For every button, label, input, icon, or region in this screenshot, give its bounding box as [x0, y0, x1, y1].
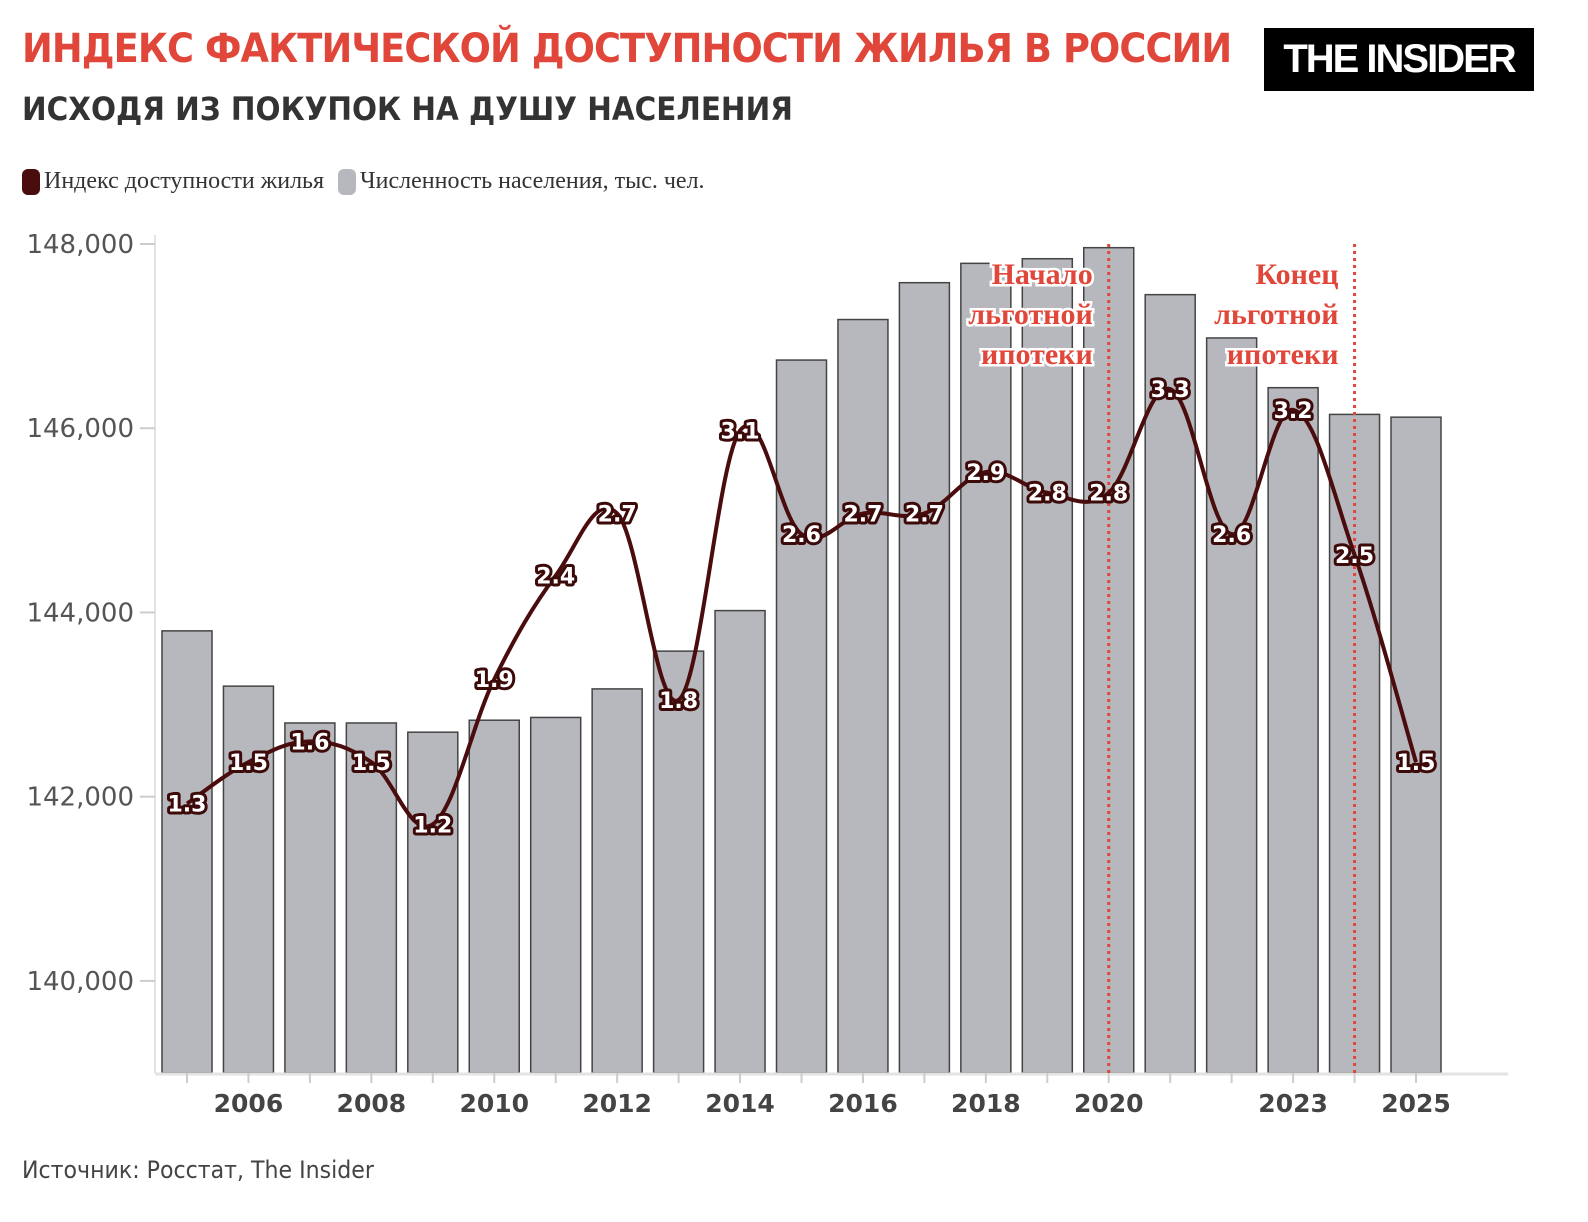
data-label-2025: 1.5: [1397, 751, 1436, 776]
legend: Индекс доступности жилья Численность нас…: [22, 168, 719, 195]
x-tick-label: 2012: [582, 1089, 652, 1118]
x-tick-label: 2018: [951, 1089, 1021, 1118]
data-label-2020: 2.8: [1089, 482, 1128, 507]
data-label-2023: 3.2: [1274, 399, 1313, 424]
bar-2005: [161, 630, 213, 1074]
data-label-2010: 1.9: [475, 668, 514, 693]
annotation-text: ипотеки: [981, 338, 1093, 371]
legend-label-population: Численность населения, тыс. чел.: [360, 168, 705, 194]
bar-2025: [1390, 416, 1442, 1074]
bar-2018: [960, 262, 1012, 1074]
bar-2010: [468, 719, 520, 1074]
x-tick-label: 2023: [1258, 1089, 1328, 1118]
bar-2007: [284, 722, 336, 1074]
data-label-2022: 2.6: [1212, 523, 1251, 548]
bar-2019: [1021, 257, 1074, 1074]
data-label-2006: 1.5: [229, 751, 268, 776]
data-label-2011: 2.4: [536, 565, 575, 590]
bar-2013: [652, 650, 705, 1074]
bar-2017: [898, 281, 951, 1074]
bar-2021: [1144, 293, 1196, 1074]
bar-2009: [407, 731, 459, 1074]
y-tick-label: 148,000: [26, 230, 134, 260]
the-insider-logo: THE INSIDER: [1264, 28, 1534, 91]
data-label-2015: 2.6: [782, 523, 821, 548]
x-tick-label: 2010: [459, 1089, 529, 1118]
y-tick-label: 144,000: [26, 598, 134, 628]
legend-swatch-population: [338, 168, 357, 195]
data-label-2014: 3.1: [721, 420, 760, 445]
bar-2015: [775, 359, 828, 1074]
bar-2006: [222, 685, 275, 1074]
source-note: Источник: Росстат, The Insider: [22, 1156, 374, 1184]
annotation-text: Конец: [1255, 258, 1338, 291]
data-label-2009: 1.2: [413, 813, 452, 838]
data-label-2017: 2.7: [905, 502, 944, 527]
data-label-2013: 1.8: [659, 689, 698, 714]
x-tick-label: 2016: [828, 1089, 898, 1118]
bar-2014: [714, 609, 766, 1074]
bar-2012: [591, 688, 643, 1074]
x-tick-label: 2020: [1074, 1089, 1144, 1118]
y-tick-label: 140,000: [26, 967, 134, 997]
bar-2011: [529, 716, 582, 1074]
bar-2016: [837, 318, 889, 1074]
chart-subtitle: ИСХОДЯ ИЗ ПОКУПОК НА ДУШУ НАСЕЛЕНИЯ: [22, 90, 793, 128]
data-label-2016: 2.7: [843, 502, 882, 527]
index-line: [185, 387, 1418, 829]
x-tick-label: 2014: [705, 1089, 775, 1118]
legend-swatch-index: [22, 168, 40, 195]
data-label-2005: 1.3: [168, 793, 207, 818]
data-label-2018: 2.9: [966, 461, 1005, 486]
y-tick-label: 146,000: [26, 414, 134, 444]
data-label-2021: 3.3: [1151, 378, 1190, 403]
data-label-2019: 2.8: [1028, 482, 1067, 507]
annotation-text: льготной: [1214, 298, 1338, 331]
data-label-2007: 1.6: [290, 730, 329, 755]
bar-2022: [1205, 337, 1258, 1074]
data-label-2024: 2.5: [1335, 544, 1374, 569]
annotation-text: Начало: [992, 258, 1093, 291]
y-tick-label: 142,000: [26, 783, 134, 813]
x-tick-label: 2025: [1381, 1089, 1451, 1118]
annotation-text: льготной: [968, 298, 1092, 331]
data-label-2012: 2.7: [598, 502, 637, 527]
data-label-2008: 1.5: [352, 751, 391, 776]
x-tick-label: 2008: [337, 1089, 407, 1118]
legend-label-index: Индекс доступности жилья: [44, 168, 325, 194]
chart-title: ИНДЕКС ФАКТИЧЕСКОЙ ДОСТУПНОСТИ ЖИЛЬЯ В Р…: [22, 26, 1232, 72]
annotation-text: ипотеки: [1227, 338, 1339, 371]
x-tick-label: 2006: [214, 1089, 284, 1118]
bar-2023: [1267, 386, 1319, 1074]
